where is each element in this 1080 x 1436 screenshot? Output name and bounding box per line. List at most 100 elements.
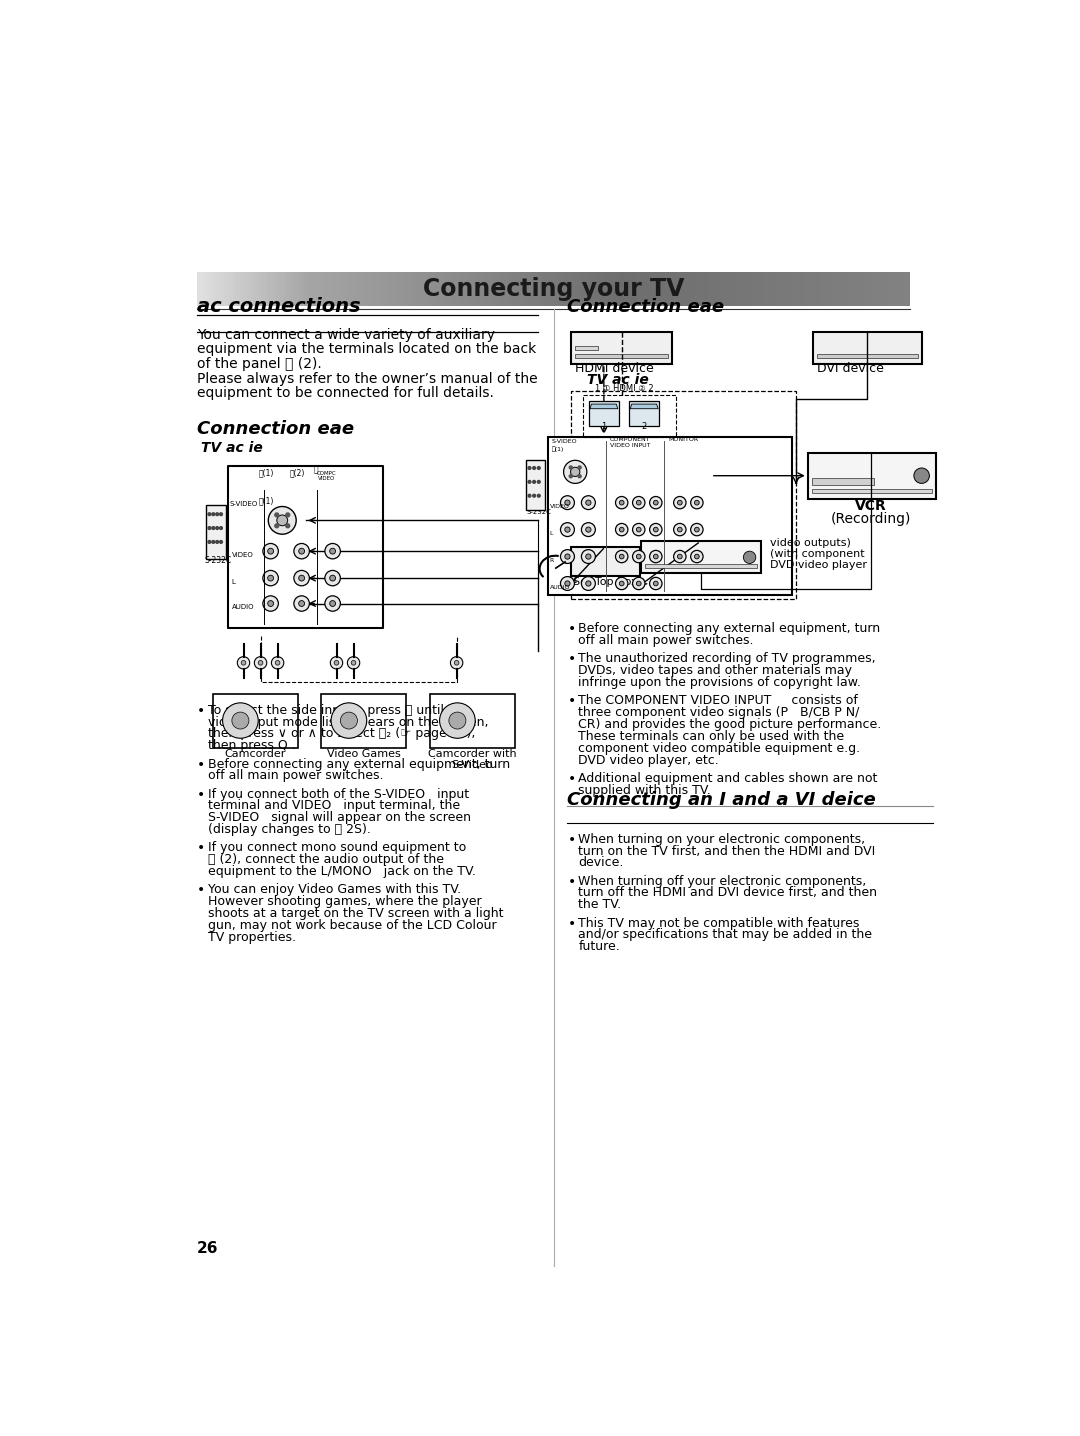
Bar xyxy=(408,273,411,306)
Bar xyxy=(812,273,815,306)
Bar xyxy=(723,273,725,306)
Text: ⓙ(2): ⓙ(2) xyxy=(291,468,306,478)
Bar xyxy=(727,273,730,306)
Bar xyxy=(602,273,604,306)
Bar xyxy=(287,273,291,306)
Text: AUDIO: AUDIO xyxy=(232,605,255,610)
Bar xyxy=(521,273,523,306)
Bar xyxy=(746,273,748,306)
Bar xyxy=(432,273,435,306)
Bar xyxy=(382,273,386,306)
Bar xyxy=(824,273,827,306)
Bar xyxy=(584,273,588,306)
Text: shoots at a target on the TV screen with a light: shoots at a target on the TV screen with… xyxy=(207,908,503,920)
Circle shape xyxy=(299,549,305,554)
Bar xyxy=(867,273,870,306)
Bar xyxy=(608,273,611,306)
Text: 1: 1 xyxy=(602,422,607,431)
Circle shape xyxy=(561,523,575,537)
Circle shape xyxy=(216,540,218,543)
Circle shape xyxy=(274,524,279,527)
Bar xyxy=(592,273,594,306)
Bar xyxy=(658,273,661,306)
Bar xyxy=(299,273,302,306)
Circle shape xyxy=(564,461,586,484)
Circle shape xyxy=(268,600,273,606)
Bar xyxy=(630,273,632,306)
Bar xyxy=(907,273,910,306)
Bar xyxy=(848,273,851,306)
Bar xyxy=(720,273,723,306)
Bar xyxy=(642,273,644,306)
Bar xyxy=(509,273,511,306)
Bar xyxy=(465,273,469,306)
Circle shape xyxy=(653,554,658,559)
Bar xyxy=(232,273,235,306)
Circle shape xyxy=(636,554,642,559)
Circle shape xyxy=(538,494,540,497)
Bar xyxy=(218,273,221,306)
Bar xyxy=(576,355,669,358)
Bar xyxy=(594,273,596,306)
Text: terminal and VIDEO   input terminal, the: terminal and VIDEO input terminal, the xyxy=(207,800,460,813)
Bar xyxy=(301,273,305,306)
Bar xyxy=(576,346,598,350)
Bar xyxy=(634,273,637,306)
Bar xyxy=(256,273,259,306)
Bar xyxy=(356,273,359,306)
Text: video outputs): video outputs) xyxy=(770,538,851,549)
Bar xyxy=(523,273,525,306)
Bar xyxy=(877,273,879,306)
Bar xyxy=(758,273,760,306)
Circle shape xyxy=(694,554,699,559)
Circle shape xyxy=(208,540,211,543)
Bar xyxy=(406,273,409,306)
Circle shape xyxy=(691,497,703,508)
Text: TV ac ie: TV ac ie xyxy=(201,441,262,455)
Bar xyxy=(200,273,202,306)
Bar xyxy=(238,273,240,306)
Bar xyxy=(426,273,428,306)
Circle shape xyxy=(674,550,686,563)
Bar xyxy=(213,694,298,748)
Text: •: • xyxy=(567,652,576,666)
Circle shape xyxy=(286,524,289,527)
Bar xyxy=(762,273,766,306)
Circle shape xyxy=(581,523,595,537)
Bar xyxy=(446,273,449,306)
Text: When turning on your electronic components,: When turning on your electronic componen… xyxy=(578,833,865,846)
Bar xyxy=(732,273,734,306)
Text: The unauthorized recording of TV programmes,: The unauthorized recording of TV program… xyxy=(578,652,876,665)
Bar xyxy=(905,273,908,306)
Circle shape xyxy=(653,582,658,586)
Bar xyxy=(392,273,394,306)
Bar xyxy=(653,273,656,306)
Bar xyxy=(774,273,778,306)
Bar xyxy=(410,273,414,306)
Bar xyxy=(226,273,228,306)
Bar xyxy=(606,273,608,306)
Bar xyxy=(616,273,618,306)
Bar xyxy=(820,273,823,306)
Circle shape xyxy=(914,468,930,484)
Bar xyxy=(717,273,720,306)
Text: Camcorder: Camcorder xyxy=(225,750,286,760)
Circle shape xyxy=(528,467,531,470)
Bar xyxy=(404,273,406,306)
Bar xyxy=(815,273,818,306)
Circle shape xyxy=(255,656,267,669)
Bar xyxy=(449,273,451,306)
Bar xyxy=(875,273,877,306)
Circle shape xyxy=(619,500,624,505)
Text: three component video signals (P   B/CB P N/: three component video signals (P B/CB P … xyxy=(578,707,860,719)
Text: turn off the HDMI and DVI device first, and then: turn off the HDMI and DVI device first, … xyxy=(578,886,877,899)
Bar xyxy=(739,273,742,306)
Circle shape xyxy=(532,467,536,470)
Bar xyxy=(437,273,440,306)
Circle shape xyxy=(677,554,683,559)
Bar xyxy=(786,273,789,306)
Bar xyxy=(511,273,513,306)
Bar xyxy=(513,273,516,306)
Text: video input mode list appears on the screen,: video input mode list appears on the scr… xyxy=(207,715,488,728)
Bar xyxy=(744,273,746,306)
